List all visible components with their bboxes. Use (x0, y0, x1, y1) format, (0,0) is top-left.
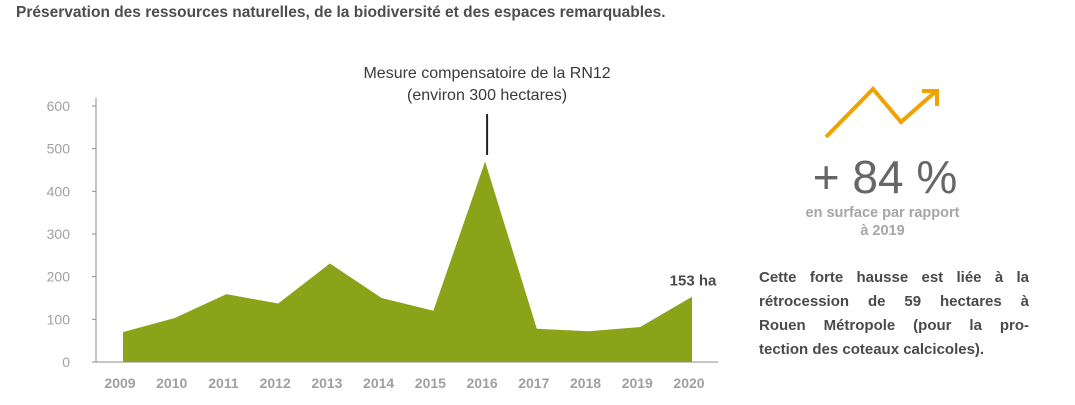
explanation-note: Cette forte hausse est liée à la rétroce… (759, 266, 1029, 362)
x-tick-label: 2010 (156, 375, 187, 391)
y-tick-label: 600 (47, 98, 71, 114)
note-line: Cette forte hausse est liée à la (759, 269, 1029, 286)
peak-annotation-line2: (environ 300 hectares) (407, 87, 567, 104)
x-tick-label: 2011 (208, 375, 239, 391)
note-line: Rouen Métropole (pour la pro- (759, 317, 1029, 334)
trend-arrow-icon (824, 86, 939, 139)
x-tick-label: 2018 (570, 375, 601, 391)
y-tick-label: 200 (47, 269, 71, 285)
x-tick-label: 2014 (363, 375, 394, 391)
peak-annotation-line1: Mesure compensatoire de la RN12 (363, 65, 610, 82)
note-line: tection des coteaux calcicoles). (759, 341, 985, 358)
y-tick-label: 300 (47, 226, 71, 242)
x-tick-label: 2013 (311, 375, 342, 391)
x-tick-label: 2015 (415, 375, 446, 391)
area-chart: 0 100 200 300 400 500 600 2009 2010 2011 2012 2013 2… (47, 65, 718, 391)
x-tick-label: 2016 (467, 375, 498, 391)
kpi-subtitle-line: en surface par rapport (805, 205, 960, 221)
note-line: rétrocession de 59 hectares à (759, 293, 1029, 310)
kpi-subtitle: en surface par rapport à 2019 (775, 204, 990, 240)
x-tick-label: 2019 (622, 375, 653, 391)
last-value-label: 153 ha (670, 273, 717, 290)
y-tick-label: 100 (47, 311, 71, 327)
x-tick-label: 2017 (518, 375, 549, 391)
kpi-value: + 84 % (812, 151, 958, 203)
x-tick-label: 2020 (673, 375, 704, 391)
area-series (123, 161, 692, 362)
kpi-subtitle-line: à 2019 (860, 223, 905, 239)
y-tick-label: 400 (47, 183, 71, 199)
x-tick-label: 2012 (260, 375, 291, 391)
y-tick-label: 500 (47, 141, 71, 157)
page-title: Préservation des ressources naturelles, … (16, 4, 666, 21)
y-tick-label: 0 (62, 354, 70, 370)
x-tick-label: 2009 (104, 375, 135, 391)
